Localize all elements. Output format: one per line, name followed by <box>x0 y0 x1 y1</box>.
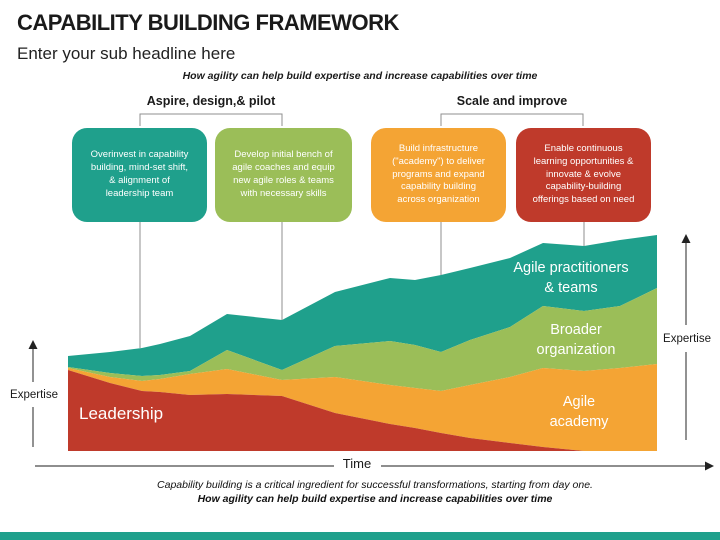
bottom-accent-bar <box>0 532 720 540</box>
time-axis-arrowhead <box>705 461 714 471</box>
sub-headline-placeholder: Enter your sub headline here <box>17 44 236 63</box>
callout-box-enable-learning: Enable continuous learning opportunities… <box>516 128 651 222</box>
phase-bracket-1 <box>440 113 584 126</box>
expertise-right-axis-arrowhead <box>681 234 691 243</box>
band-label-agile-academy: Agile academy <box>549 394 609 430</box>
x-axis-label-time: Time <box>342 456 372 471</box>
y-axis-label-right: Expertise <box>663 333 711 345</box>
footer-note-line1: Capability building is a critical ingred… <box>157 479 593 491</box>
phase-label-aspire-design-pilot: Aspire, design,& pilot <box>146 94 276 108</box>
y-axis-label-left: Expertise <box>10 389 58 401</box>
page-title: CAPABILITY BUILDING FRAMEWORK <box>17 10 399 35</box>
callout-box-build-infrastructure: Build infrastructure ("academy") to deli… <box>371 128 506 222</box>
band-label-agile-practitioners: Agile practitioners & teams <box>513 260 629 296</box>
area-leadership <box>68 370 657 451</box>
expertise-left-axis-arrowhead <box>28 340 38 349</box>
phase-label-scale-and-improve: Scale and improve <box>456 94 568 108</box>
callout-box-overinvest: Overinvest in capability building, mind-… <box>72 128 207 222</box>
area-broader-organization <box>68 288 657 391</box>
footer-note-line2: How agility can help build expertise and… <box>197 493 553 505</box>
callout-box-develop-bench: Develop initial bench of agile coaches a… <box>215 128 352 222</box>
area-agile-practitioners-teams <box>68 235 657 376</box>
phase-bracket-0 <box>139 113 283 126</box>
band-label-leadership: Leadership <box>79 404 164 423</box>
band-label-broader-organization: Broader organization <box>536 322 616 358</box>
tagline-top: How agility can help build expertise and… <box>182 70 538 82</box>
area-agile-academy <box>68 364 657 451</box>
